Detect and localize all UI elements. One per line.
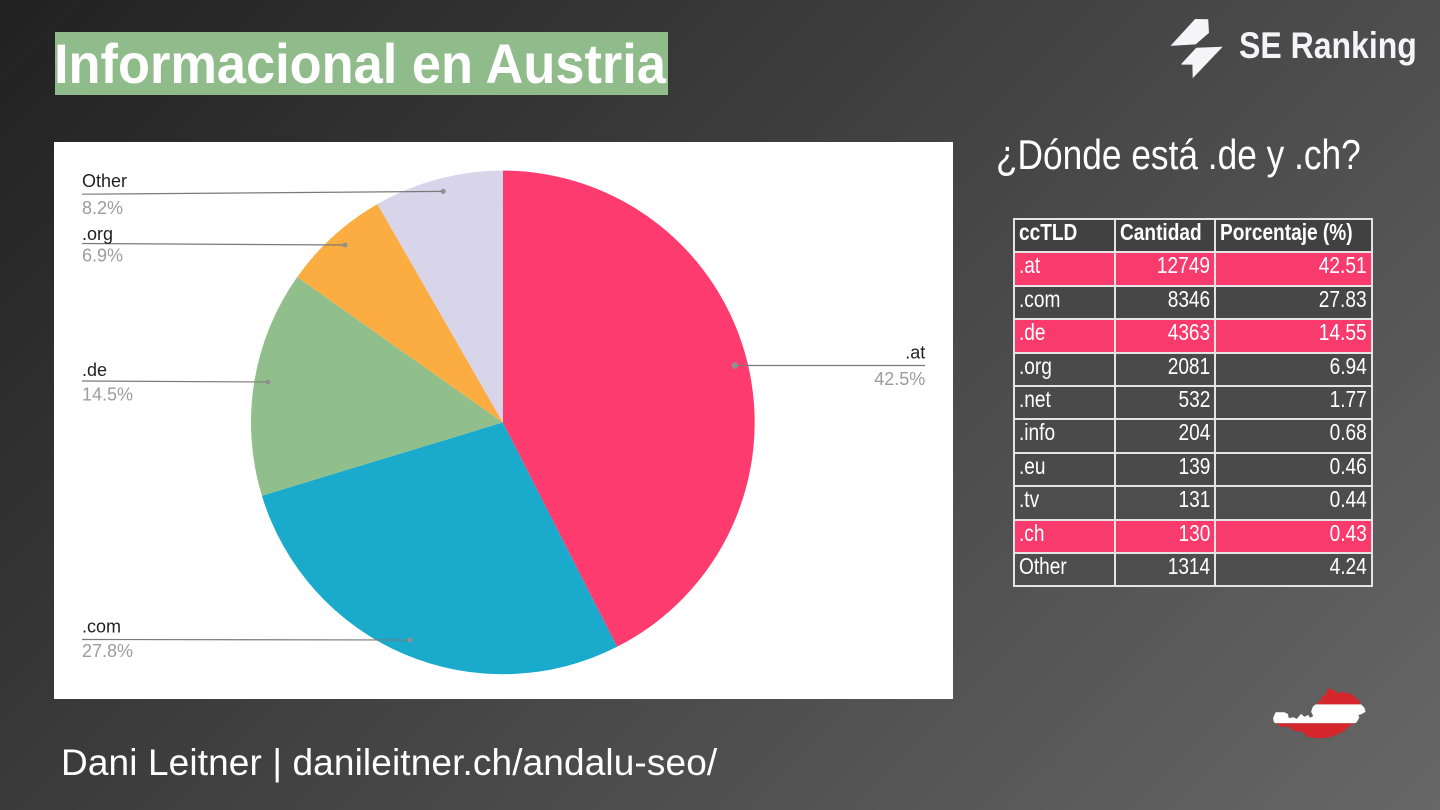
svg-text:Other: Other: [82, 171, 127, 191]
svg-text:6.9%: 6.9%: [82, 246, 123, 266]
svg-text:.org: .org: [82, 224, 113, 244]
svg-text:27.8%: 27.8%: [82, 641, 133, 661]
svg-text:.com: .com: [82, 617, 121, 637]
svg-text:8.2%: 8.2%: [82, 198, 123, 218]
svg-text:42.5%: 42.5%: [874, 369, 925, 389]
svg-text:14.5%: 14.5%: [82, 384, 133, 404]
svg-text:.at: .at: [905, 343, 925, 363]
svg-text:.de: .de: [82, 360, 107, 380]
